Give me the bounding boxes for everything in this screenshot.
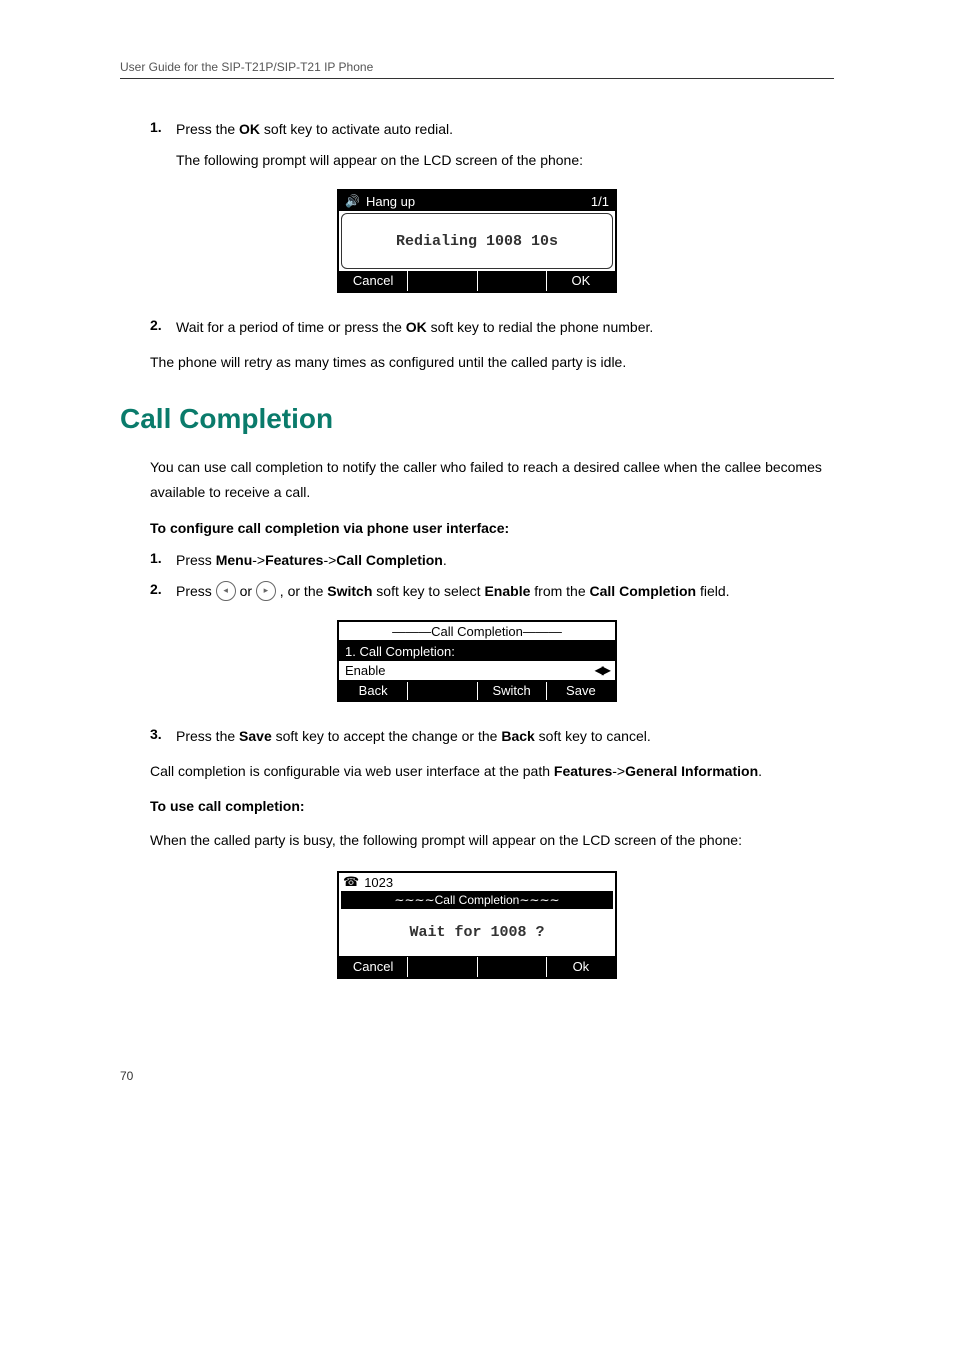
lcd3-title: ☎ 1023 [339,873,615,891]
softkey-cancel: Cancel [339,271,408,291]
softkey-empty [478,957,547,977]
step-text: Press ◂ or ▸ , or the Switch soft key to… [176,581,834,602]
text: -> [252,552,265,568]
bold: Features [554,763,612,779]
nav-right-icon: ▸ [256,581,276,601]
body-text: The phone will retry as many times as co… [150,350,834,375]
text: . [443,552,447,568]
step-row: 2. Wait for a period of time or press th… [150,317,834,338]
step-number: 3. [150,726,176,747]
lcd3-banner: ∼∼∼∼Call Completion∼∼∼∼ [341,891,613,909]
softkey-ok: OK [547,271,615,291]
text: -> [323,552,336,568]
use-heading: To use call completion: [150,798,834,814]
nav-left-icon: ◂ [216,581,236,601]
config-heading: To configure call completion via phone u… [150,520,834,536]
step-text: Wait for a period of time or press the O… [176,317,834,338]
use-intro: When the called party is busy, the follo… [150,828,834,853]
step-number: 1. [150,550,176,571]
lcd2-value-text: Enable [345,663,385,678]
bold: Enable [484,583,530,599]
step-row: 2. Press ◂ or ▸ , or the Switch soft key… [150,581,834,602]
bold: Menu [216,552,253,568]
text: soft key to select [372,583,484,599]
bold: Switch [327,583,372,599]
text: . [758,763,762,779]
bold: Call Completion [590,583,697,599]
bold: OK [406,319,427,335]
softkey-empty [408,957,477,977]
text: soft key to accept the change or the [272,728,502,744]
softkey-ok: Ok [547,957,615,977]
softkey-empty [408,271,477,291]
bold: General Information [625,763,758,779]
speaker-icon: 🔊 [345,194,360,208]
lcd-screen-call-completion-setting: ———Call Completion——— 1. Call Completion… [337,620,617,702]
lcd-body-text: Redialing 1008 10s [396,233,558,250]
lcd-screen-wait-for: ☎ 1023 ∼∼∼∼Call Completion∼∼∼∼ Wait for … [337,871,617,979]
lcd2-row-value: Enable ◀▶ [337,661,617,682]
text: field. [696,583,729,599]
lcd-softkeys: Cancel OK [339,271,615,291]
phone-icon: ☎ [343,874,359,890]
lcd-title-left: 🔊 Hang up [345,194,415,209]
text: soft key to cancel. [535,728,651,744]
text: Wait for a period of time or press the [176,319,406,335]
softkey-save: Save [547,682,615,700]
page-header: User Guide for the SIP-T21P/SIP-T21 IP P… [120,60,834,79]
step-number: 2. [150,581,176,602]
lcd-title-text: Hang up [366,194,415,209]
page-number: 70 [120,1069,834,1083]
intro-text: You can use call completion to notify th… [150,455,834,505]
text: or [236,583,256,599]
step-number: 1. [150,119,176,140]
bold: OK [239,121,260,137]
text: Press [176,583,216,599]
text: Call completion is configurable via web … [150,763,554,779]
lcd2-title: ———Call Completion——— [337,620,617,642]
step-row: 1. Press the OK soft key to activate aut… [150,119,834,140]
bold: Save [239,728,272,744]
text: Press [176,552,216,568]
bold: Features [265,552,323,568]
left-right-arrows-icon: ◀▶ [595,663,609,677]
lcd3-softkeys: Cancel Ok [339,957,615,977]
softkey-empty [478,271,547,291]
sub-text: The following prompt will appear on the … [176,150,834,171]
lcd2-title-text: Call Completion [431,624,523,639]
text: -> [612,763,625,779]
lcd3-title-num: 1023 [364,875,393,890]
lcd-title-right: 1/1 [591,194,609,209]
lcd3-body: Wait for 1008 ? [339,909,615,957]
text: soft key to redial the phone number. [427,319,653,335]
softkey-cancel: Cancel [339,957,408,977]
step-text: Press the OK soft key to activate auto r… [176,119,834,140]
step-text: Press the Save soft key to accept the ch… [176,726,834,747]
lcd3-body-text: Wait for 1008 ? [409,924,544,941]
text: , or the [276,583,327,599]
step-row: 1. Press Menu->Features->Call Completion… [150,550,834,571]
lcd2-row-label: 1. Call Completion: [337,642,617,661]
lcd-screen-hangup: 🔊 Hang up 1/1 Redialing 1008 10s Cancel … [337,189,617,293]
text: Press the [176,121,239,137]
step-number: 2. [150,317,176,338]
webpath-text: Call completion is configurable via web … [150,759,834,784]
lcd2-softkeys: Back Switch Save [337,682,617,702]
text: Press the [176,728,239,744]
step-text: Press Menu->Features->Call Completion. [176,550,834,571]
bold: Back [501,728,534,744]
text: soft key to activate auto redial. [260,121,453,137]
step-row: 3. Press the Save soft key to accept the… [150,726,834,747]
softkey-switch: Switch [478,682,547,700]
bold: Call Completion [336,552,443,568]
section-title-call-completion: Call Completion [120,403,834,435]
lcd-title-bar: 🔊 Hang up 1/1 [339,191,615,211]
softkey-empty [408,682,477,700]
text: from the [530,583,589,599]
softkey-back: Back [339,682,408,700]
lcd-body: Redialing 1008 10s [339,211,615,271]
